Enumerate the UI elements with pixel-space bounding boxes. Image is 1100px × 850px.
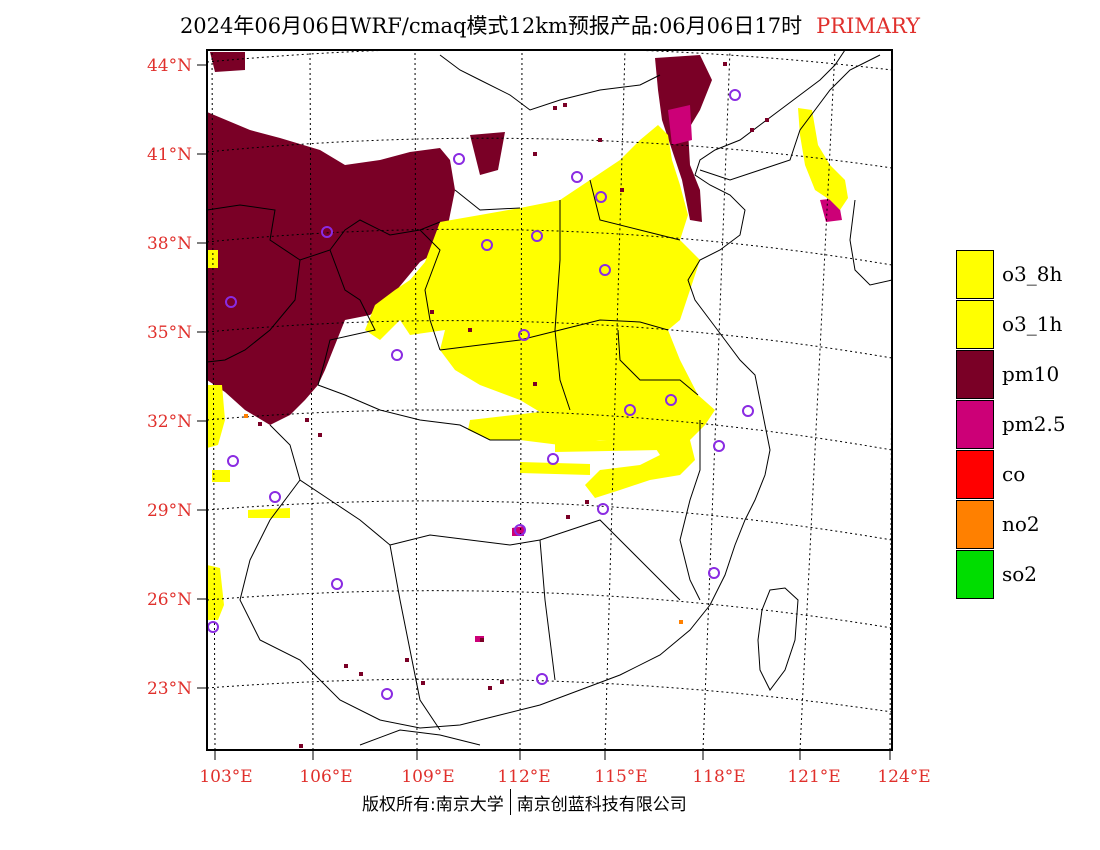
tick-marks xyxy=(197,64,891,760)
legend-label: pm10 xyxy=(1002,362,1060,386)
o3-region-south-streaks xyxy=(520,438,660,475)
lat-label: 41°N xyxy=(147,145,192,165)
lon-label: 112°E xyxy=(497,767,550,787)
legend-swatch xyxy=(956,499,994,549)
legend-label: co xyxy=(1002,462,1026,486)
lon-label: 124°E xyxy=(877,767,930,787)
no2-pixel-west xyxy=(244,414,248,418)
no2-pixel xyxy=(679,620,683,624)
legend-label: o3_1h xyxy=(1002,312,1063,336)
lon-label: 115°E xyxy=(594,767,647,787)
legend-swatch xyxy=(956,399,994,449)
o3-region-coast xyxy=(798,108,848,210)
legend-swatch xyxy=(956,549,994,599)
legend-item: pm2.5 xyxy=(956,399,1066,449)
legend-label: no2 xyxy=(1002,512,1040,536)
o3-region-west xyxy=(207,250,290,620)
legend-swatch xyxy=(956,349,994,399)
legend-item: pm10 xyxy=(956,349,1066,399)
lon-label: 103°E xyxy=(199,767,252,787)
legend-item: co xyxy=(956,449,1066,499)
lat-label: 44°N xyxy=(147,56,192,76)
copyright-footer: 版权所有:南京大学 南京创蓝科技有限公司 xyxy=(362,789,687,815)
company-text: 南京创蓝科技有限公司 xyxy=(516,794,687,815)
lat-label: 38°N xyxy=(147,234,192,254)
lon-label: 118°E xyxy=(692,767,745,787)
copyright-text: 版权所有:南京大学 xyxy=(362,794,504,815)
lon-label: 121°E xyxy=(787,767,840,787)
lat-label: 23°N xyxy=(147,679,192,699)
legend: o3_8h o3_1h pm10 pm2.5 co no2 so2 xyxy=(956,249,1066,599)
graticule xyxy=(207,50,892,750)
legend-swatch xyxy=(956,449,994,499)
primary-label: PRIMARY xyxy=(816,14,921,38)
lat-label: 29°N xyxy=(147,501,192,521)
station-markers xyxy=(207,89,754,700)
longitude-labels: 103°E 106°E 109°E 112°E 115°E 118°E 121°… xyxy=(199,767,930,787)
legend-item: no2 xyxy=(956,499,1066,549)
map-title: 2024年06月06日WRF/cmaq模式12km预报产品:06月06日17时 P… xyxy=(0,10,1100,40)
map-content xyxy=(207,50,892,750)
latitude-labels: 44°N 41°N 38°N 35°N 32°N 29°N 26°N 23°N xyxy=(147,56,192,699)
lat-label: 35°N xyxy=(147,323,192,343)
pm10-region-west xyxy=(207,112,455,425)
footer-divider xyxy=(509,789,511,815)
lon-label: 109°E xyxy=(401,767,454,787)
map-frame xyxy=(206,49,893,751)
legend-swatch xyxy=(956,249,994,299)
legend-item: o3_8h xyxy=(956,249,1066,299)
legend-item: o3_1h xyxy=(956,299,1066,349)
legend-label: pm2.5 xyxy=(1002,412,1066,436)
legend-item: so2 xyxy=(956,549,1066,599)
lat-label: 26°N xyxy=(147,590,192,610)
legend-label: so2 xyxy=(1002,562,1038,586)
lon-label: 106°E xyxy=(299,767,352,787)
scatter-pixels xyxy=(258,62,769,748)
legend-swatch xyxy=(956,299,994,349)
boundaries xyxy=(207,50,892,746)
lat-label: 32°N xyxy=(147,412,192,432)
pm10-region-north xyxy=(210,52,712,222)
title-text: 2024年06月06日WRF/cmaq模式12km预报产品:06月06日17时 xyxy=(179,14,803,38)
legend-label: o3_8h xyxy=(1002,262,1063,286)
